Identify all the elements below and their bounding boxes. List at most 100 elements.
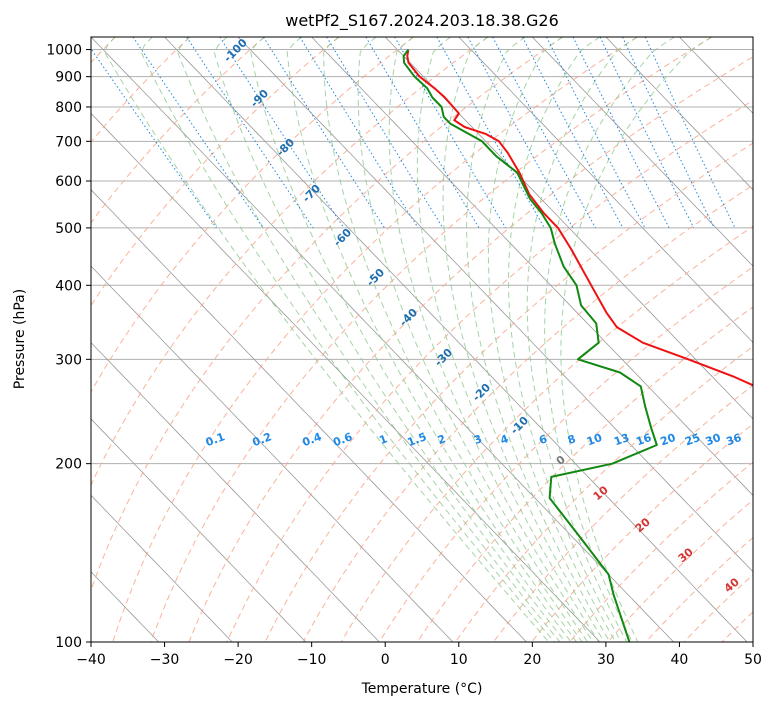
moist-adiabat-label: -20: [470, 381, 493, 404]
x-tick-label: 40: [671, 652, 689, 668]
isotherm-line: [164, 37, 748, 642]
isotherm-line: [752, 37, 753, 38]
moist-adiabat-label: -40: [397, 306, 420, 329]
isotherm-line: [91, 265, 454, 642]
mixing-ratio-label: 16: [634, 431, 653, 449]
moist-adiabat-line: [526, 37, 638, 642]
moist-adiabat-label: -70: [300, 182, 323, 205]
dry-adiabat-line: [91, 37, 489, 487]
theta-label: 20: [633, 515, 653, 535]
y-axis-label: Pressure (hPa): [12, 289, 28, 389]
x-tick-label: −30: [150, 652, 180, 668]
mixing-ratio-line: [599, 37, 695, 229]
moist-adiabat-line: [388, 37, 594, 642]
mixing-ratio-line: [326, 37, 444, 229]
moist-adiabat-line: [250, 37, 572, 642]
moist-adiabat-line: [416, 37, 600, 642]
mixing-ratio-label: 6: [537, 432, 549, 447]
isotherm-line: [311, 37, 753, 496]
moist-adiabat-line: [487, 37, 616, 642]
mixing-ratio-label: 25: [683, 431, 702, 448]
y-tick-label: 1000: [46, 43, 82, 59]
mixing-ratio-line: [572, 37, 670, 229]
theta-label: 0: [554, 453, 568, 468]
mixing-ratio-line: [91, 47, 217, 229]
mixing-ratio-line: [219, 37, 345, 229]
moist-adiabat-line: [177, 37, 561, 642]
x-tick-label: −10: [297, 652, 327, 668]
mixing-ratio-label: 0.6: [331, 430, 354, 449]
mixing-ratio-line: [132, 37, 264, 229]
mixing-ratio-label: 30: [704, 431, 723, 449]
temperature-profile-line: [406, 49, 753, 387]
moist-adiabat-line: [323, 37, 583, 642]
mixing-ratio-line: [622, 37, 715, 229]
dry-adiabat-line: [91, 37, 265, 224]
isotherm-line: [91, 189, 527, 642]
y-tick-label: 800: [55, 100, 82, 116]
isotherm-line: [91, 341, 380, 642]
mixing-ratio-label: 36: [724, 431, 743, 449]
background-lines: [0, 37, 775, 642]
dry-adiabat-line: [188, 56, 753, 642]
dry-adiabat-line: [91, 37, 563, 592]
mixing-ratio-label: 0.2: [251, 430, 274, 449]
x-tick-label: 0: [381, 652, 390, 668]
x-tick-label: 30: [597, 652, 615, 668]
mixing-ratio-label: 0.4: [301, 430, 324, 449]
mixing-ratio-label: 8: [566, 432, 578, 447]
dry-adiabat-line: [416, 306, 753, 642]
mixing-ratio-label: 2: [436, 432, 448, 447]
mixing-ratio-line: [263, 37, 385, 229]
y-axis-ticks: 1000 900 800 700 600 500 400 300 200 100: [46, 43, 91, 651]
theta-label: 40: [722, 575, 742, 595]
moist-adiabat-line: [544, 37, 675, 642]
moist-adiabat-line: [286, 37, 577, 642]
isotherm-line: [91, 418, 307, 642]
sounding-profiles: [402, 49, 753, 642]
mixing-ratio-label: 20: [659, 431, 678, 449]
isotherm-line: [384, 37, 753, 420]
mixing-ratio-line: [467, 37, 574, 229]
mixing-ratio-label: 0.1: [204, 430, 227, 449]
dry-adiabat-line: [760, 37, 775, 642]
isotherm-line: [532, 37, 753, 267]
dry-adiabat-line: [645, 536, 753, 642]
mixing-ratio-label: 13: [612, 431, 631, 448]
mixing-ratio-label: 10: [585, 431, 604, 449]
y-tick-label: 100: [55, 635, 82, 651]
isotherm-line: [91, 112, 601, 642]
dewpoint-profile-line: [402, 49, 658, 642]
dry-adiabat-line: [226, 99, 753, 642]
dry-adiabat-line: [112, 37, 638, 642]
moist-adiabat-line: [140, 37, 555, 642]
y-tick-label: 600: [55, 174, 82, 190]
x-tick-label: 50: [744, 652, 762, 668]
y-tick-label: 200: [55, 457, 82, 473]
y-tick-label: 900: [55, 70, 82, 86]
y-tick-label: 400: [55, 278, 82, 294]
dry-adiabat-line: [683, 574, 753, 642]
moist-adiabat-label: -10: [508, 414, 531, 437]
mixing-ratio-line: [436, 37, 545, 229]
moist-adiabat-line: [357, 37, 589, 642]
mixing-ratio-label: 1.5: [406, 430, 429, 449]
x-tick-label: −20: [223, 652, 253, 668]
isotherm-line: [605, 37, 753, 191]
isotherm-line: [0, 37, 12, 642]
theta-label: 30: [676, 545, 696, 565]
dry-adiabat-line: [91, 37, 340, 307]
moist-adiabat-line: [442, 37, 605, 642]
plot-frame: [90, 36, 754, 643]
mixing-ratio-line: [492, 37, 597, 229]
x-axis-ticks: −40 −30 −20 −10 0 10 20 30 40 50: [76, 642, 762, 668]
moist-adiabat-line: [507, 37, 622, 642]
mixing-ratio-label: 4: [499, 432, 511, 447]
moist-adiabat-label: -60: [331, 226, 354, 249]
chart-title: wetPf2_S167.2024.203.18.38.G26: [285, 11, 559, 31]
theta-label: 10: [591, 483, 611, 503]
x-axis-label: Temperature (°C): [361, 681, 483, 697]
dry-adiabat-line: [721, 611, 753, 642]
y-tick-label: 300: [55, 352, 82, 368]
